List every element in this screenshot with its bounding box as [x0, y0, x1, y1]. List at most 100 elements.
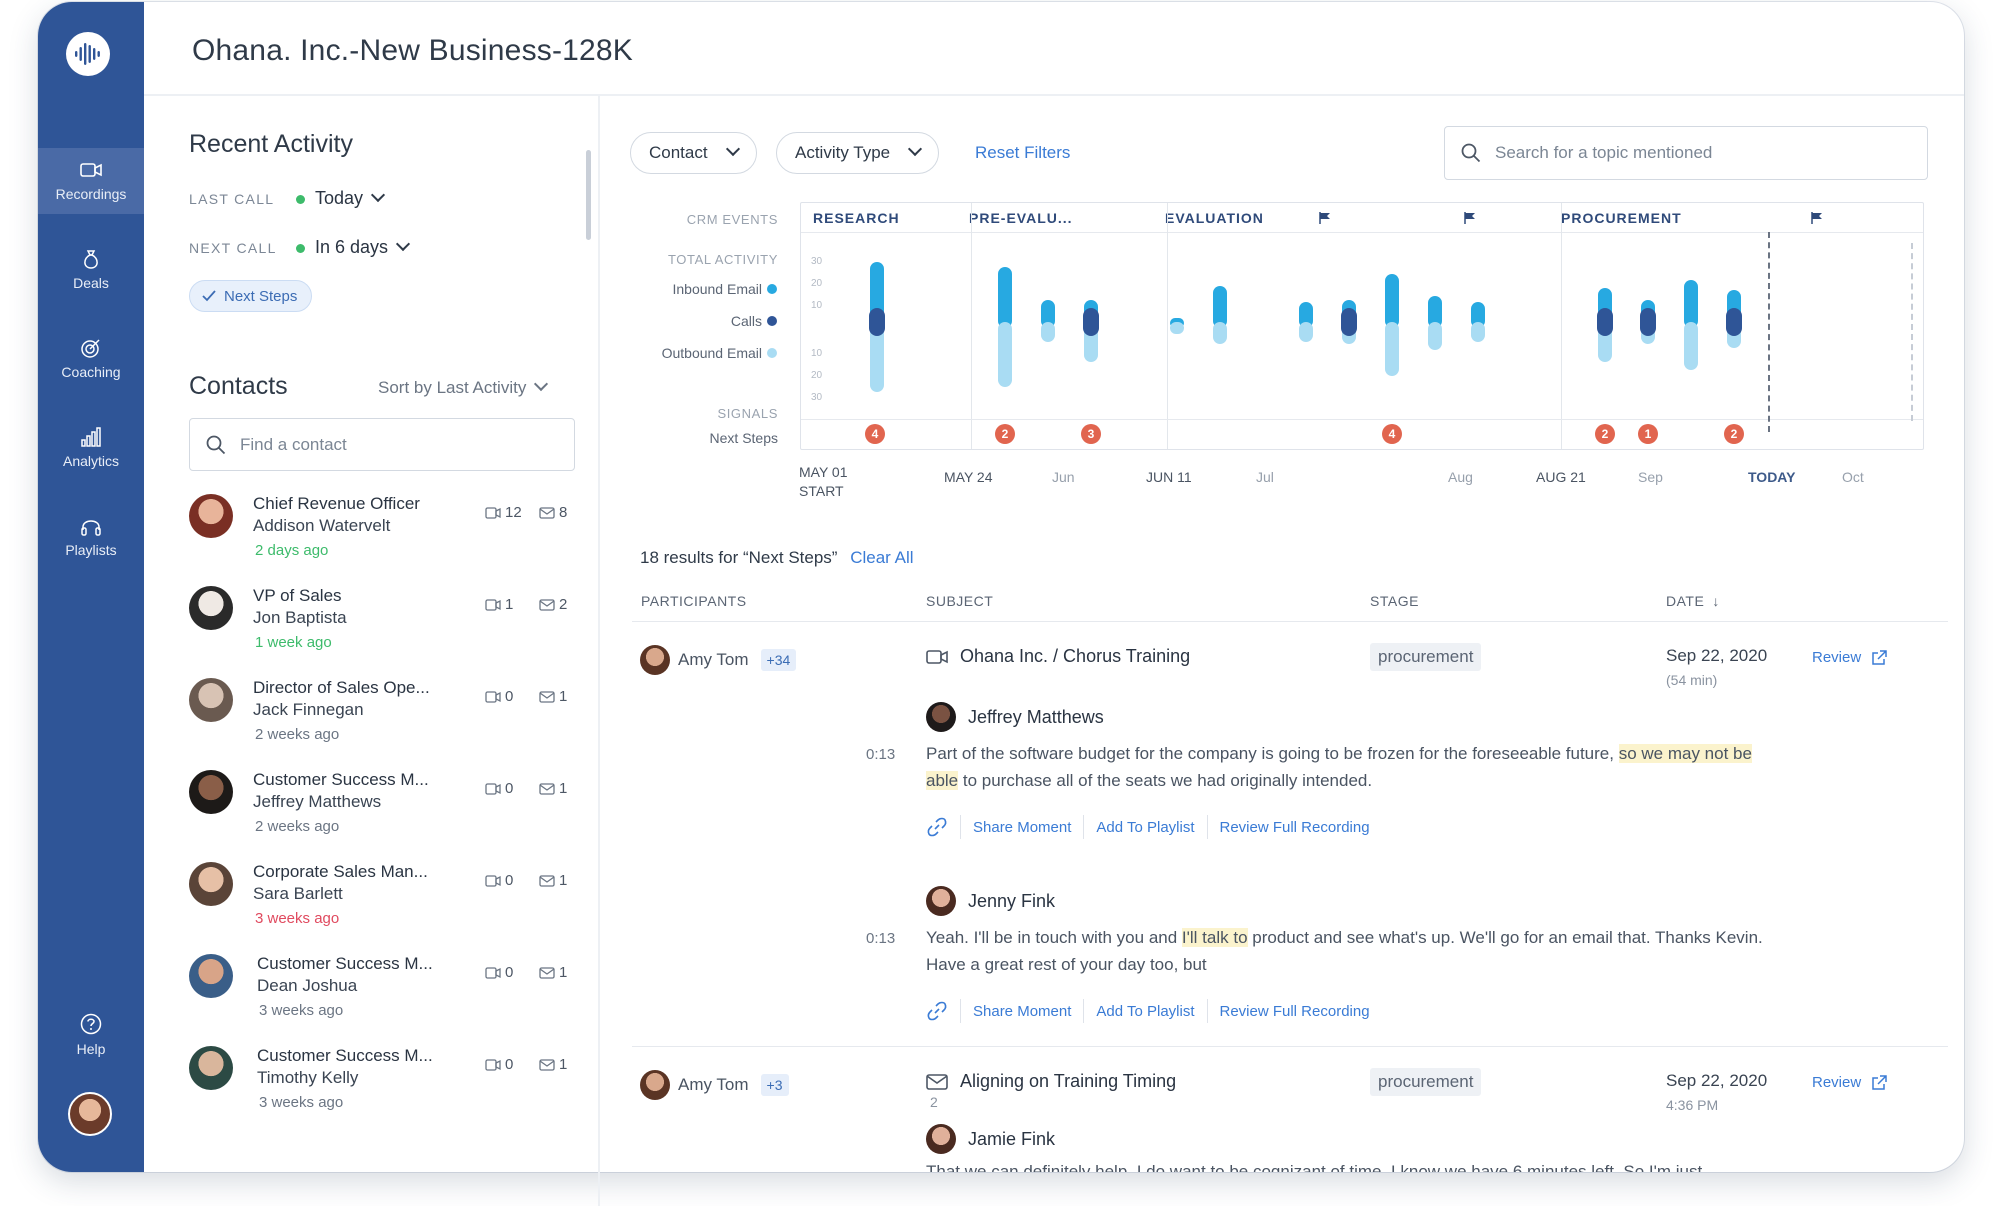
- call-marker[interactable]: [869, 308, 885, 336]
- participant-name: Amy Tom: [678, 1075, 749, 1094]
- inbound-email-bar[interactable]: [1385, 274, 1399, 328]
- outbound-email-bar[interactable]: [1385, 322, 1399, 376]
- flag-icon[interactable]: [1464, 212, 1476, 224]
- chevron-down-icon: [908, 141, 923, 157]
- outbound-email-bar[interactable]: [1299, 322, 1313, 342]
- app-logo[interactable]: [66, 32, 110, 76]
- inbound-email-bar[interactable]: [1471, 302, 1485, 328]
- contact-name: Dean Joshua: [257, 976, 358, 995]
- outbound-email-bar[interactable]: [1213, 322, 1227, 344]
- review-link[interactable]: Review: [1812, 649, 1887, 666]
- call-marker[interactable]: [1341, 308, 1357, 336]
- sidebar-item-recordings[interactable]: Recordings: [38, 148, 144, 214]
- contact-name: Jack Finnegan: [253, 700, 364, 719]
- share-moment-button[interactable]: Share Moment: [973, 1002, 1072, 1020]
- stage-research: RESEARCH: [813, 210, 900, 226]
- call-marker[interactable]: [1726, 308, 1742, 336]
- inbound-email-bar[interactable]: [998, 267, 1012, 328]
- outbound-email-bar[interactable]: [998, 322, 1012, 387]
- flag-icon[interactable]: [1811, 212, 1823, 224]
- contact-item[interactable]: Chief Revenue Officer Addison Watervelt 2 …: [189, 494, 589, 574]
- sidebar-item-label: Analytics: [62, 453, 120, 469]
- inbound-email-bar[interactable]: [1428, 296, 1442, 328]
- video-camera-icon: [485, 1058, 501, 1071]
- share-moment-button[interactable]: Share Moment: [973, 818, 1072, 836]
- link-icon[interactable]: [926, 816, 948, 838]
- sidebar-item-deals[interactable]: Deals: [38, 237, 144, 303]
- outbound-email-bar[interactable]: [870, 322, 884, 392]
- column-date[interactable]: DATE ↓: [1666, 593, 1720, 609]
- inbound-email-bar[interactable]: [1684, 280, 1698, 328]
- outbound-email-bar[interactable]: [1471, 322, 1485, 342]
- contacts-sort-dropdown[interactable]: Sort by Last Activity: [378, 376, 549, 398]
- envelope-icon: [539, 874, 555, 887]
- more-participants-badge[interactable]: +34: [760, 649, 797, 671]
- contact-item[interactable]: Customer Success M... Dean Joshua 3 weeks …: [189, 954, 589, 1034]
- review-link[interactable]: Review: [1812, 1074, 1887, 1091]
- user-avatar[interactable]: [68, 1092, 112, 1136]
- call-marker[interactable]: [1083, 308, 1099, 336]
- checkmark-icon: [202, 290, 216, 302]
- sidebar-item-playlists[interactable]: Playlists: [38, 504, 144, 570]
- transcript-text: Part of the software budget for the comp…: [926, 744, 1614, 763]
- flag-icon[interactable]: [1319, 212, 1331, 224]
- next-steps-signal-badge[interactable]: 3: [1081, 424, 1101, 444]
- clear-all-link[interactable]: Clear All: [850, 548, 914, 567]
- outbound-email-bar[interactable]: [1684, 322, 1698, 370]
- next-steps-signal-badge[interactable]: 1: [1638, 424, 1658, 444]
- activity-type-filter-dropdown[interactable]: Activity Type: [776, 132, 940, 174]
- column-stage[interactable]: STAGE: [1370, 593, 1419, 609]
- add-to-playlist-button[interactable]: Add To Playlist: [1096, 1002, 1195, 1020]
- column-subject[interactable]: SUBJECT: [926, 593, 994, 609]
- contact-item[interactable]: Corporate Sales Man... Sara Barlett 3 week…: [189, 862, 589, 942]
- review-full-recording-button[interactable]: Review Full Recording: [1219, 818, 1370, 836]
- next-steps-filter-pill[interactable]: Next Steps: [189, 280, 313, 312]
- outbound-email-bar[interactable]: [1428, 322, 1442, 350]
- link-icon[interactable]: [926, 1000, 948, 1022]
- help-button[interactable]: Help: [38, 1002, 144, 1068]
- contact-item[interactable]: Customer Success M... Timothy Kelly 3 week…: [189, 1046, 589, 1126]
- next-steps-signal-badge[interactable]: 4: [865, 424, 885, 444]
- inbound-email-bar[interactable]: [1213, 286, 1227, 328]
- y-tick: 10: [811, 348, 823, 359]
- next-steps-signal-badge[interactable]: 2: [1724, 424, 1744, 444]
- chevron-down-icon: [534, 376, 549, 392]
- next-steps-signal-badge[interactable]: 4: [1382, 424, 1402, 444]
- contact-item[interactable]: Director of Sales Ope... Jack Finnegan 2 w…: [189, 678, 589, 758]
- call-marker[interactable]: [1640, 308, 1656, 336]
- inbound-email-bar[interactable]: [1299, 302, 1313, 328]
- outbound-email-bar[interactable]: [1170, 322, 1184, 334]
- outbound-email-bar[interactable]: [1041, 322, 1055, 342]
- left-panel-scrollbar[interactable]: [586, 150, 591, 240]
- reset-filters-link[interactable]: Reset Filters: [975, 143, 1071, 162]
- next-steps-signal-badge[interactable]: 2: [995, 424, 1015, 444]
- contact-name: Addison Watervelt: [253, 516, 391, 535]
- legend-inbound-email: Inbound Email: [672, 281, 762, 297]
- column-participants[interactable]: PARTICIPANTS: [641, 593, 747, 609]
- sidebar-item-analytics[interactable]: Analytics: [38, 415, 144, 481]
- subject-cell[interactable]: Aligning on Training Timing: [926, 1071, 1176, 1092]
- participants-cell: Amy Tom +34: [640, 645, 797, 675]
- contact-filter-dropdown[interactable]: Contact: [630, 132, 757, 174]
- contact-item[interactable]: Customer Success M... Jeffrey Matthews 2 w…: [189, 770, 589, 850]
- moment-timestamp[interactable]: 0:13: [866, 930, 896, 947]
- last-call-dropdown[interactable]: Today: [296, 187, 386, 209]
- subject-cell[interactable]: Ohana Inc. / Chorus Training: [926, 646, 1190, 667]
- moment-timestamp[interactable]: 0:13: [866, 746, 896, 763]
- contact-item[interactable]: VP of Sales Jon Baptista 1 week ago 1 2: [189, 586, 589, 666]
- next-call-dropdown[interactable]: In 6 days: [296, 236, 411, 258]
- review-full-recording-button[interactable]: Review Full Recording: [1219, 1002, 1370, 1020]
- next-steps-signal-badge[interactable]: 2: [1595, 424, 1615, 444]
- sidebar-item-coaching[interactable]: Coaching: [38, 326, 144, 392]
- inbound-email-bar[interactable]: [1041, 300, 1055, 328]
- email-count-value: 1: [559, 872, 568, 889]
- contact-search-input[interactable]: Find a contact: [189, 418, 575, 471]
- topic-search-input[interactable]: Search for a topic mentioned: [1444, 126, 1928, 180]
- sidebar-item-label: Coaching: [61, 364, 121, 380]
- call-marker[interactable]: [1597, 308, 1613, 336]
- email-count: 8: [539, 504, 567, 521]
- results-summary: 18 results for “Next Steps” Clear All: [640, 548, 914, 568]
- add-to-playlist-button[interactable]: Add To Playlist: [1096, 818, 1195, 836]
- moment-transcript: Yeah. I'll be in touch with you and I'll…: [926, 924, 1786, 978]
- more-participants-badge[interactable]: +3: [760, 1074, 789, 1096]
